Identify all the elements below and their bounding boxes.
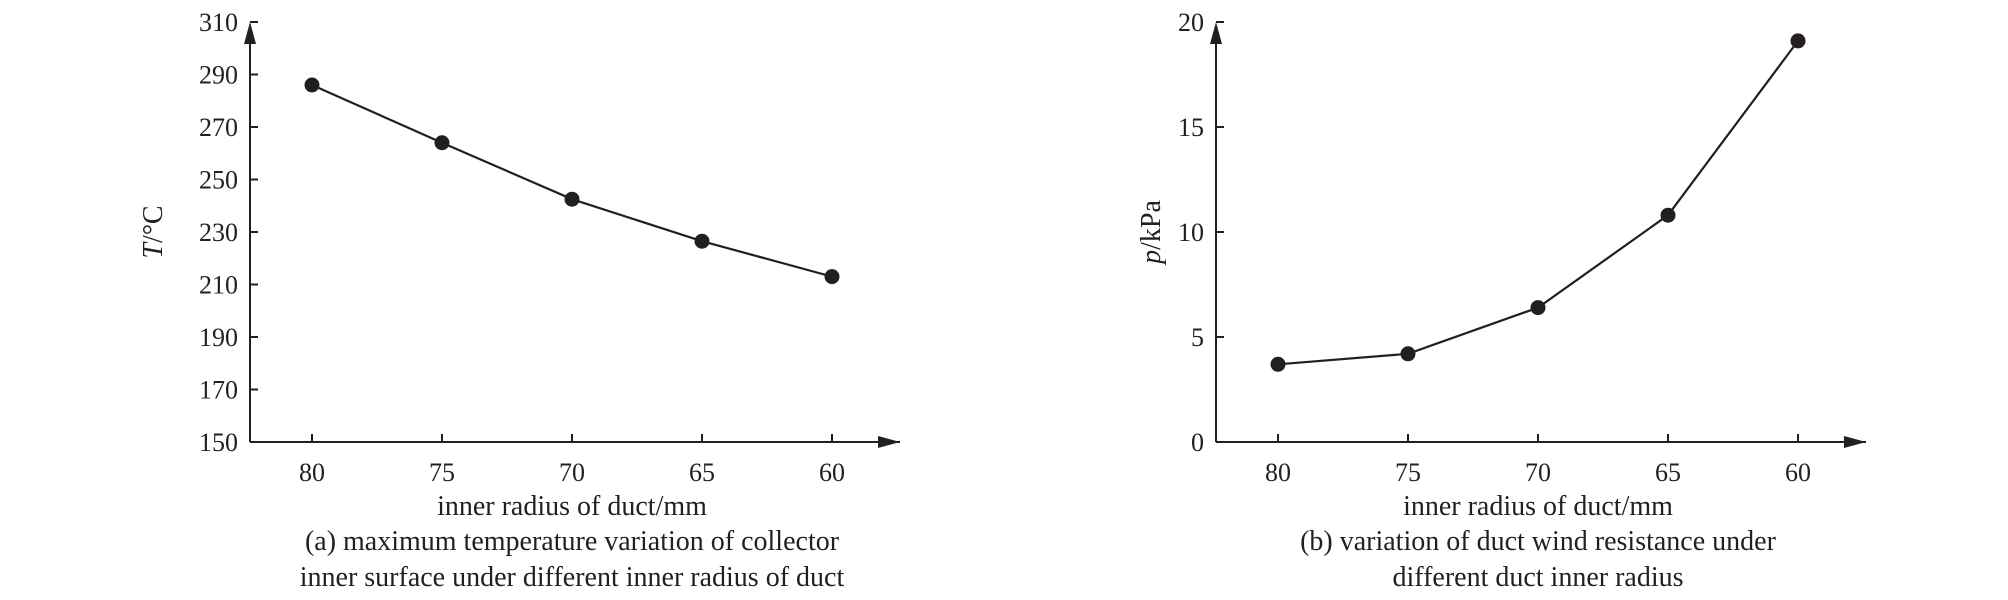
chart-a-y-tick-label: 250	[199, 166, 238, 195]
chart-a-data-point	[304, 77, 320, 93]
chart-b-y-tick-label: 5	[1191, 323, 1204, 352]
chart-a-series-line	[311, 83, 833, 278]
chart-b-y-tick-label: 15	[1178, 113, 1204, 142]
chart-b-x-tick-label: 65	[1655, 458, 1681, 487]
chart-b-y-tick-label: 0	[1191, 428, 1204, 457]
chart-b-y-arrow-icon	[1210, 22, 1222, 44]
chart-a-max-temperature: 150 170 190 210 230 250 270 290 310 80 75 70 65 60 inn…	[138, 8, 900, 593]
chart-b-y-tick-label: 10	[1178, 218, 1204, 247]
chart-a-x-tick-label: 60	[819, 458, 845, 487]
chart-a-x-arrow-icon	[878, 436, 900, 448]
chart-a-y-tick-label: 290	[199, 61, 238, 90]
chart-a-caption-line: inner surface under different inner radi…	[300, 562, 845, 593]
chart-b-data-point	[1790, 33, 1806, 49]
chart-b-data-point	[1270, 356, 1286, 372]
chart-a-caption-line: (a) maximum temperature variation of col…	[305, 526, 840, 557]
chart-a-y-tick-label: 310	[199, 8, 238, 37]
chart-a-y-axis-variable: T	[138, 241, 169, 259]
chart-b-data-point	[1400, 346, 1416, 362]
chart-a-x-tick-label: 80	[299, 458, 325, 487]
chart-a-y-tick-label: 230	[199, 218, 238, 247]
chart-a-y-tick-label: 150	[199, 428, 238, 457]
chart-b-caption-line: different duct inner radius	[1392, 562, 1683, 593]
chart-a-data-point	[434, 135, 450, 151]
chart-b-x-tick-label: 60	[1785, 458, 1811, 487]
chart-b-y-tick-label: 20	[1178, 8, 1204, 37]
chart-b-data-point	[1660, 207, 1676, 223]
chart-a-x-axis-label: inner radius of duct/mm	[437, 491, 707, 522]
chart-b-wind-resistance: 0 5 10 15 20 80 75 70 65 60 inner radius of duct/m…	[1136, 8, 1866, 593]
chart-a-y-axis-label: T/°C	[138, 205, 169, 258]
chart-b-x-tick-label: 75	[1395, 458, 1421, 487]
chart-a-y-arrow-icon	[244, 22, 256, 44]
chart-a-y-tick-label: 270	[199, 113, 238, 142]
chart-a-data-point	[824, 269, 840, 285]
chart-b-data-point	[1530, 300, 1546, 316]
chart-a-x-tick-label: 70	[559, 458, 585, 487]
chart-a-data-point	[564, 191, 580, 207]
chart-b-series-line	[1277, 40, 1799, 366]
chart-a-x-tick-label: 75	[429, 458, 455, 487]
chart-b-x-tick-label: 70	[1525, 458, 1551, 487]
chart-a-data-point	[694, 233, 710, 249]
chart-b-caption-line: (b) variation of duct wind resistance un…	[1300, 526, 1777, 557]
chart-a-x-tick-label: 65	[689, 458, 715, 487]
chart-b-x-axis-label: inner radius of duct/mm	[1403, 491, 1673, 522]
chart-b-x-arrow-icon	[1844, 436, 1866, 448]
chart-b-y-axis-unit: /kPa	[1136, 200, 1167, 250]
chart-b-y-axis-variable: p	[1136, 250, 1167, 266]
chart-b-y-axis-label: p/kPa	[1136, 200, 1167, 266]
chart-a-y-tick-label: 170	[199, 376, 238, 405]
chart-a-y-tick-label: 210	[199, 271, 238, 300]
chart-a-y-tick-label: 190	[199, 323, 238, 352]
chart-b-x-tick-label: 80	[1265, 458, 1291, 487]
chart-a-y-axis-unit: /°C	[138, 205, 169, 243]
